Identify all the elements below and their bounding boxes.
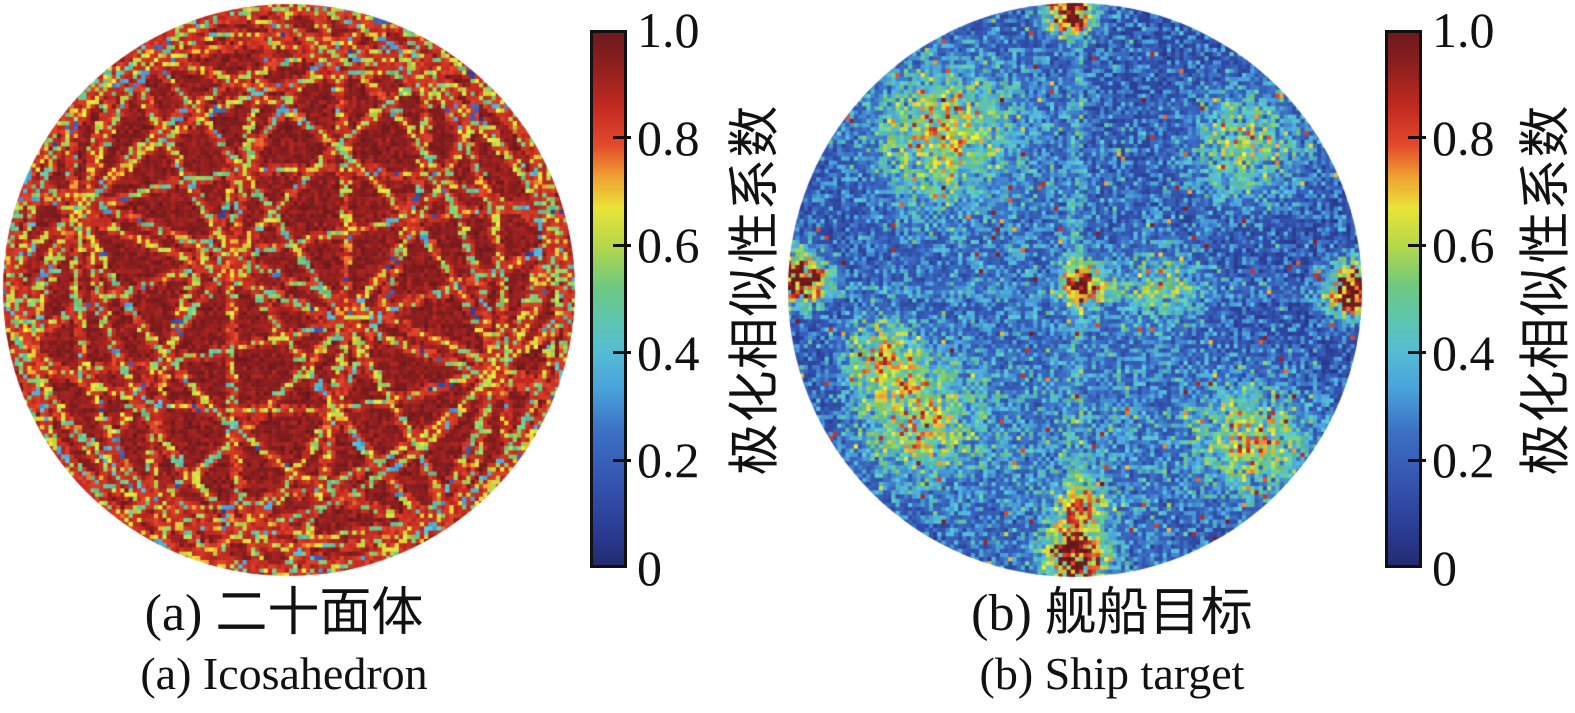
colorbar-tick-mark	[1408, 351, 1426, 355]
colorbar-a: 1.0 0.8 0.6 0.4 0.2 0	[590, 2, 700, 596]
caption-a-english: (a) Icosahedron	[140, 648, 428, 699]
colorbar-tick-label: 0.6	[637, 217, 700, 274]
colorbar-a-gradient	[590, 30, 627, 568]
heatmap-ship-target	[787, 2, 1363, 578]
heatmap-icosahedron	[2, 3, 576, 577]
caption-panel-a: (a) 二十面体 (a) Icosahedron	[4, 583, 564, 703]
colorbar-tick-mark	[613, 136, 631, 140]
colorbar-tick-mark	[613, 458, 631, 462]
colorbar-b: 1.0 0.8 0.6 0.4 0.2 0	[1385, 2, 1495, 596]
caption-panel-b: (b) 舰船目标 (b) Ship target	[832, 583, 1392, 703]
caption-a-chinese: (a) 二十面体	[144, 585, 424, 642]
colorbar-tick-label: 1.0	[1432, 2, 1495, 58]
colorbar-tick-mark	[1408, 458, 1426, 462]
colorbar-tick-label: 0.6	[1432, 217, 1495, 274]
colorbar-a-axis-label: 极化相似性系数	[727, 104, 785, 476]
colorbar-b-gradient	[1385, 30, 1422, 568]
colorbar-tick-label: 0	[637, 540, 662, 596]
colorbar-tick-mark	[613, 243, 631, 247]
colorbar-tick-label: 0.4	[1432, 324, 1495, 381]
caption-b-chinese: (b) 舰船目标	[971, 585, 1253, 642]
caption-b-english: (b) Ship target	[979, 648, 1245, 699]
colorbar-tick-mark	[1408, 136, 1426, 140]
colorbar-tick-label: 0.2	[637, 432, 700, 489]
colorbar-tick-label: 0.2	[1432, 432, 1495, 489]
colorbar-tick-label: 1.0	[637, 2, 700, 58]
colorbar-tick-label: 0	[1432, 540, 1457, 596]
colorbar-b-axis-label: 极化相似性系数	[1518, 104, 1575, 476]
colorbar-tick-label: 0.8	[1432, 109, 1495, 166]
colorbar-tick-label: 0.4	[637, 324, 700, 381]
colorbar-tick-label: 0.8	[637, 109, 700, 166]
colorbar-tick-mark	[613, 351, 631, 355]
colorbar-tick-mark	[1408, 243, 1426, 247]
